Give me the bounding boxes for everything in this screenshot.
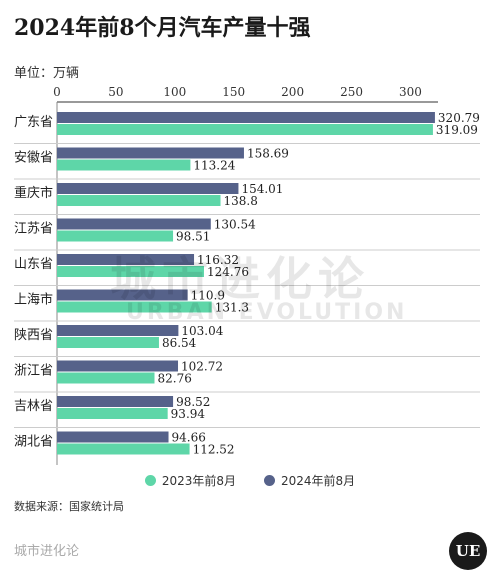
- bar-2024: [57, 218, 211, 230]
- brand-logo: UE: [449, 532, 487, 570]
- value-label-2023: 82.76: [158, 372, 192, 386]
- x-tick-label: 0: [53, 85, 61, 99]
- legend-label-2023: 2023年前8月: [161, 474, 236, 488]
- value-label-2024: 103.04: [181, 324, 223, 338]
- bar-2024: [57, 289, 188, 301]
- category-label: 陕西省: [14, 328, 53, 343]
- legend-item-2024: 2024年前8月: [264, 472, 355, 489]
- value-label-2024: 130.54: [214, 218, 256, 232]
- value-label-2023: 98.51: [176, 230, 210, 244]
- watermark-subtext: URBAN EVOLUTION: [126, 300, 408, 325]
- value-label-2024: 102.72: [181, 360, 223, 374]
- bar-2023: [57, 195, 221, 206]
- x-tick-label: 200: [281, 85, 304, 99]
- value-label-2023: 86.54: [162, 336, 197, 350]
- bar-2024: [57, 183, 239, 194]
- bar-2024: [57, 112, 435, 123]
- value-label-2024: 116.32: [197, 253, 239, 267]
- bar-2023: [57, 443, 190, 455]
- value-label-2024: 320.79: [438, 111, 480, 125]
- value-label-2023: 138.8: [224, 194, 258, 208]
- value-label-2024: 158.69: [247, 147, 289, 161]
- category-label: 广东省: [14, 115, 53, 130]
- bar-2023: [57, 337, 159, 348]
- bar-2024: [57, 325, 179, 336]
- bar-2024: [57, 254, 195, 265]
- unit-label: 单位：万辆: [14, 66, 80, 81]
- bar-2024: [57, 360, 179, 372]
- category-label: 浙江省: [14, 364, 53, 379]
- x-tick-label: 300: [399, 85, 422, 99]
- page-title: 2024年前8个月汽车产量十强: [14, 15, 311, 41]
- bar-2023: [57, 266, 204, 277]
- value-label-2023: 319.09: [436, 123, 478, 137]
- value-label-2023: 124.76: [207, 265, 249, 279]
- legend-swatch-2023: [144, 475, 156, 486]
- bar-2024: [57, 431, 169, 443]
- category-label: 湖北省: [14, 435, 53, 450]
- value-label-2023: 113.24: [193, 159, 235, 173]
- category-label: 吉林省: [14, 399, 53, 414]
- bar-2023: [57, 408, 168, 419]
- value-label-2023: 93.94: [171, 407, 206, 421]
- category-label: 江苏省: [14, 221, 53, 237]
- legend-swatch-2024: [264, 475, 275, 486]
- data-source: 数据来源：国家统计局: [14, 500, 124, 513]
- value-label-2024: 98.52: [176, 395, 210, 409]
- bar-2023: [57, 124, 433, 135]
- legend-item-2023: 2023年前8月: [144, 472, 236, 489]
- footer-brand: 城市进化论: [14, 544, 80, 559]
- bar-2023: [57, 159, 191, 171]
- bar-2023: [57, 301, 212, 313]
- watermark-text: 城市进化论: [110, 252, 370, 306]
- legend: 2023年前8月 2024年前8月: [0, 472, 500, 489]
- category-label: 上海市: [14, 292, 53, 308]
- value-label-2024: 154.01: [241, 182, 283, 196]
- category-label: 山东省: [14, 257, 53, 272]
- value-label-2024: 94.66: [172, 431, 206, 445]
- value-label-2023: 131.3: [215, 301, 249, 315]
- x-tick-label: 50: [108, 85, 123, 99]
- category-label: 重庆市: [14, 185, 53, 201]
- x-tick-label: 250: [340, 85, 363, 99]
- bar-2023: [57, 230, 174, 242]
- legend-label-2024: 2024年前8月: [281, 474, 356, 488]
- bar-2024: [57, 147, 244, 159]
- x-tick-label: 150: [222, 85, 245, 99]
- bar-2023: [57, 372, 155, 384]
- value-label-2023: 112.52: [193, 443, 235, 457]
- x-tick-label: 100: [163, 85, 186, 99]
- bar-2024: [57, 396, 174, 407]
- value-label-2024: 110.9: [191, 289, 225, 303]
- category-label: 安徽省: [14, 151, 53, 166]
